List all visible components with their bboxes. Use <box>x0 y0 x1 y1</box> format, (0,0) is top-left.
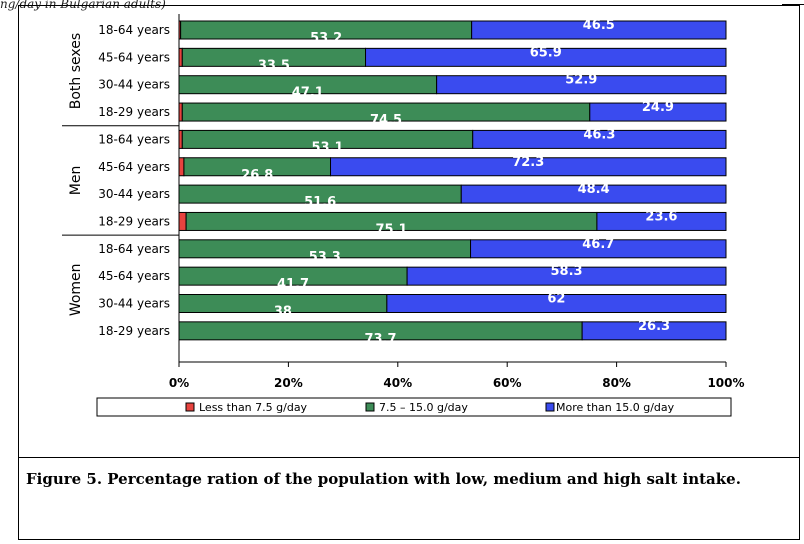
x-tick-label: 100% <box>707 376 744 390</box>
data-label: 53.2 <box>310 31 342 46</box>
data-label: 38 <box>274 305 292 320</box>
header-rule <box>782 4 804 5</box>
bar-segment <box>581 321 727 341</box>
legend-label: More than 15.0 g/day <box>556 401 675 414</box>
legend-box <box>96 397 732 417</box>
legend-swatch <box>185 402 195 412</box>
data-label: 46.3 <box>583 127 615 142</box>
legend-label: 7.5 – 15.0 g/day <box>379 401 468 414</box>
bar-segment <box>386 294 727 313</box>
caption-divider <box>18 457 800 458</box>
bar-segment <box>178 157 185 177</box>
figure-frame <box>18 5 800 540</box>
category-label: 18-29 years <box>98 105 170 119</box>
data-label: 51.6 <box>304 195 336 210</box>
data-label: 53.3 <box>309 250 341 265</box>
category-label: 18-64 years <box>98 132 170 146</box>
bar-segment <box>470 239 727 259</box>
category-label: 18-29 years <box>98 214 170 228</box>
data-label: 58.3 <box>551 264 583 279</box>
x-tick-label: 60% <box>493 376 522 390</box>
category-label: 45-64 years <box>98 269 170 283</box>
data-label: 26.8 <box>241 168 273 183</box>
data-label: 41.7 <box>277 277 309 292</box>
legend-swatch <box>545 402 555 412</box>
x-tick-label: 0% <box>169 376 189 390</box>
bar-segment <box>471 20 727 40</box>
data-label: 46.7 <box>582 237 614 252</box>
legend: Less than 7.5 g/day 7.5 – 15.0 g/day More … <box>96 397 732 417</box>
category-label: 18-64 years <box>98 23 170 37</box>
bar-segment <box>589 102 727 122</box>
data-label: 46.5 <box>583 18 615 33</box>
data-label: 73.7 <box>365 332 397 347</box>
category-label: 30-44 years <box>98 187 170 201</box>
labels-layer: 53.2 46.5 33.5 65.9 47.1 52.9 74.5 24.9 53.1 46.3… <box>241 18 677 347</box>
data-label: 75.1 <box>375 222 407 237</box>
bar-segment <box>365 47 727 67</box>
group-label: Men <box>68 166 84 196</box>
data-label: 52.9 <box>565 73 597 88</box>
data-label: 48.4 <box>578 182 610 197</box>
category-label: 30-44 years <box>98 78 170 92</box>
category-label: 45-64 years <box>98 160 170 174</box>
legend-swatch <box>365 402 375 412</box>
data-label: 62 <box>547 292 565 307</box>
x-tick-label: 40% <box>383 376 412 390</box>
data-label: 72.3 <box>512 155 544 170</box>
data-label: 53.1 <box>311 140 343 155</box>
category-label: 45-64 years <box>98 50 170 64</box>
group-label: Both sexes <box>68 33 84 109</box>
bar-segment <box>596 211 727 231</box>
bar-segment <box>330 157 727 177</box>
data-label: 24.9 <box>642 100 674 115</box>
category-label: 18-64 years <box>98 242 170 256</box>
legend-label: Less than 7.5 g/day <box>199 401 308 414</box>
data-label: 65.9 <box>530 45 562 60</box>
x-tick-label: 80% <box>602 376 631 390</box>
category-label: 18-29 years <box>98 324 170 338</box>
data-label: 47.1 <box>292 86 324 101</box>
data-label: 33.5 <box>258 58 290 73</box>
group-label: Women <box>68 263 84 316</box>
data-label: 23.6 <box>645 209 677 224</box>
bar-segment <box>406 266 727 286</box>
figure-caption: Figure 5. Percentage ration of the popul… <box>26 470 741 488</box>
bars-layer <box>178 20 727 341</box>
bar-segment <box>472 129 727 149</box>
bar-segment <box>178 211 187 231</box>
bar-segment <box>436 75 727 95</box>
category-label: 30-44 years <box>98 297 170 311</box>
data-label: 74.5 <box>370 113 402 128</box>
x-tick-label: 20% <box>274 376 303 390</box>
data-label: 26.3 <box>638 319 670 334</box>
bar-segment <box>460 184 727 204</box>
axis-layer: 18-64 years 45-64 years 30-44 years 18-29 y… <box>62 14 745 390</box>
